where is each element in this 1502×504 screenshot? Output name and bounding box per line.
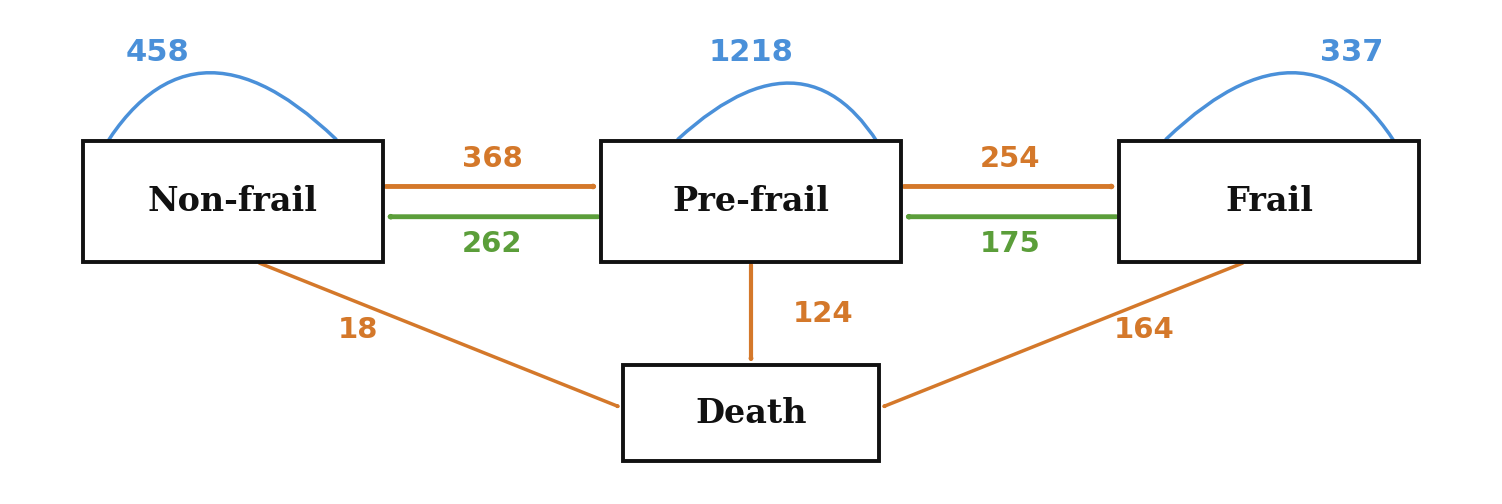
FancyBboxPatch shape <box>1119 141 1419 262</box>
FancyArrowPatch shape <box>885 263 1242 406</box>
Text: 458: 458 <box>126 38 189 68</box>
Text: Frail: Frail <box>1226 185 1313 218</box>
FancyBboxPatch shape <box>623 365 879 461</box>
FancyArrowPatch shape <box>386 186 593 187</box>
Text: 1218: 1218 <box>709 38 793 68</box>
Text: 124: 124 <box>793 300 853 328</box>
FancyArrowPatch shape <box>391 216 598 217</box>
Text: 164: 164 <box>1114 316 1175 344</box>
FancyArrowPatch shape <box>909 216 1116 217</box>
Text: 368: 368 <box>461 145 523 173</box>
Text: Death: Death <box>695 397 807 430</box>
FancyArrowPatch shape <box>904 186 1111 187</box>
FancyBboxPatch shape <box>83 141 383 262</box>
FancyArrowPatch shape <box>86 73 336 182</box>
Text: Non-frail: Non-frail <box>147 185 318 218</box>
FancyBboxPatch shape <box>601 141 901 262</box>
FancyArrowPatch shape <box>260 263 617 406</box>
Text: 18: 18 <box>338 316 377 344</box>
Text: 262: 262 <box>461 230 523 259</box>
Text: 254: 254 <box>979 145 1041 173</box>
Text: 175: 175 <box>979 230 1041 259</box>
FancyArrowPatch shape <box>677 83 898 182</box>
Text: Pre-frail: Pre-frail <box>673 185 829 218</box>
Text: 337: 337 <box>1320 38 1383 68</box>
FancyArrowPatch shape <box>1166 73 1416 182</box>
